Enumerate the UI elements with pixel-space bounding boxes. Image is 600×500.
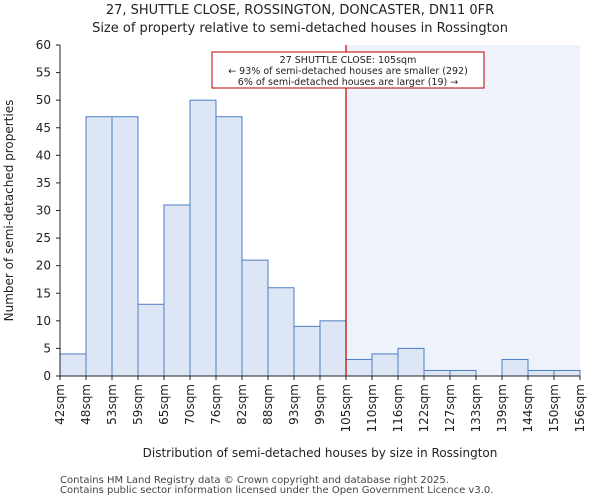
x-tick-label: 127sqm [443, 384, 457, 432]
x-tick-label: 59sqm [131, 384, 145, 425]
histogram-bar [163, 204, 191, 377]
x-tick-label: 116sqm [391, 384, 405, 432]
histogram-bar [267, 287, 295, 377]
histogram-bar [59, 353, 87, 377]
y-tick-label: 0 [43, 369, 51, 383]
histogram-bar [111, 116, 139, 377]
histogram-bar [527, 369, 555, 377]
x-tick-label: 76sqm [209, 384, 223, 425]
chart-title: 27, SHUTTLE CLOSE, ROSSINGTON, DONCASTER… [105, 3, 495, 18]
y-tick-label: 10 [36, 314, 51, 328]
y-tick-label: 30 [36, 204, 51, 218]
x-tick-label: 53sqm [105, 384, 119, 425]
footer-copyright: Contains HM Land Registry data © Crown c… [60, 475, 449, 486]
histogram-bar [241, 259, 269, 377]
y-tick-label: 45 [36, 121, 51, 135]
annotation-box [211, 51, 485, 89]
histogram-bar [85, 116, 113, 377]
histogram-bar [293, 325, 321, 377]
chart-subtitle: Size of property relative to semi-detach… [92, 21, 508, 36]
x-tick-label: 88sqm [261, 384, 275, 425]
histogram-bar [553, 369, 581, 377]
x-tick-label: 144sqm [521, 384, 535, 432]
x-tick-label: 110sqm [365, 384, 379, 432]
histogram-bar [345, 358, 373, 377]
y-tick-label: 40 [36, 148, 51, 162]
y-tick-label: 5 [43, 341, 51, 355]
x-tick-label: 133sqm [469, 384, 483, 432]
histogram-bar [189, 99, 217, 377]
histogram-bar [501, 358, 529, 377]
x-tick-label: 82sqm [235, 384, 249, 425]
y-tick-label: 50 [36, 93, 51, 107]
annotation-title: 27 SHUTTLE CLOSE: 105sqm [280, 55, 417, 66]
y-tick-label: 35 [36, 176, 51, 190]
y-axis-label: Number of semi-detached properties [2, 100, 16, 322]
histogram-bar [371, 353, 399, 377]
x-tick-label: 156sqm [573, 384, 587, 432]
histogram-bar [423, 369, 451, 377]
histogram-bar [319, 320, 347, 377]
x-axis-label: Distribution of semi-detached houses by … [143, 446, 498, 460]
footer-licence: Contains public sector information licen… [60, 485, 494, 496]
histogram-bar [397, 347, 425, 377]
histogram-bar [137, 303, 165, 377]
x-tick-label: 65sqm [157, 384, 171, 425]
y-tick-label: 15 [36, 286, 51, 300]
x-tick-label: 42sqm [53, 384, 67, 425]
y-tick-label: 55 [36, 66, 51, 80]
y-tick-label: 20 [36, 259, 51, 273]
x-tick-label: 150sqm [547, 384, 561, 432]
larger-region-shade [346, 45, 580, 376]
annotation-larger: 6% of semi-detached houses are larger (1… [238, 77, 458, 88]
x-tick-label: 139sqm [495, 384, 509, 432]
annotation-smaller: ← 93% of semi-detached houses are smalle… [228, 66, 468, 77]
x-tick-label: 99sqm [313, 384, 327, 425]
x-tick-label: 93sqm [287, 384, 301, 425]
histogram-bar [215, 116, 243, 377]
x-tick-label: 122sqm [417, 384, 431, 432]
histogram-bar [449, 369, 477, 377]
x-tick-label: 70sqm [183, 384, 197, 425]
y-tick-label: 25 [36, 231, 51, 245]
x-tick-label: 48sqm [79, 384, 93, 425]
x-tick-label: 105sqm [339, 384, 353, 432]
y-tick-label: 60 [36, 38, 51, 52]
